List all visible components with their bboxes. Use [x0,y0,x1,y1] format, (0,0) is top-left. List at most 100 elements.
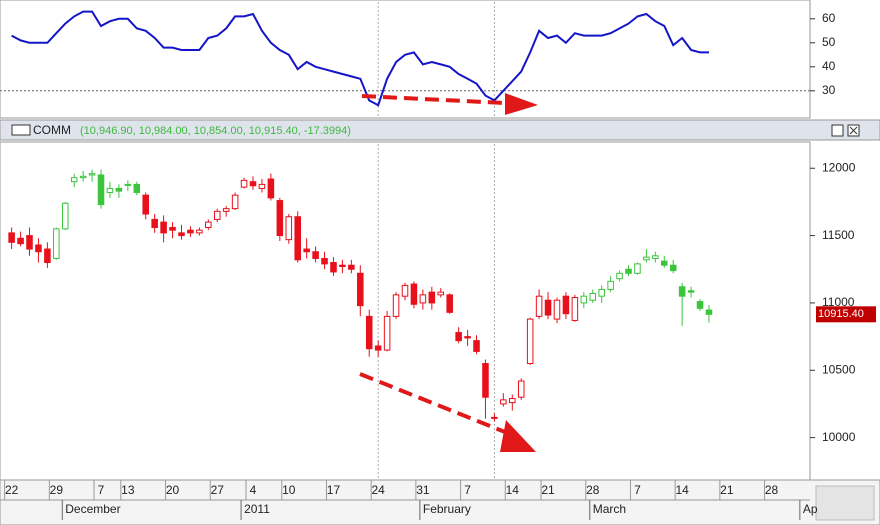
y-tick-label: 30 [822,83,836,97]
candle-body [231,194,239,210]
x-tick-label: 29 [50,483,64,497]
candle-body [240,179,248,188]
candle-body [473,340,480,352]
candle-body [517,380,525,398]
x-tick-label: 13 [121,483,135,497]
x-tick-label: 27 [211,483,225,497]
candle-body [160,221,167,234]
x-tick-label: 24 [371,483,385,497]
indicator-panel [0,0,811,119]
candle-body [705,309,713,315]
candle-body [44,248,51,264]
candle-body [196,229,203,234]
last-price-box [816,306,876,323]
candle-body [535,295,543,317]
candle-body [357,272,364,307]
candle-body [276,200,284,237]
candle-body [482,363,489,398]
x-tick-label: 4 [250,483,257,497]
panel-title: COMM [33,123,71,137]
y-tick-label: 40 [822,59,836,73]
candle-body [669,264,677,272]
month-label: 2011 [244,502,270,516]
month-label: February [423,502,471,516]
candle-body [687,290,695,293]
candle-body [625,268,632,274]
restore-button[interactable] [831,124,844,137]
candle-body [661,260,668,266]
y-tick-label: 11000 [822,295,855,309]
candle-body [106,187,114,193]
candle-body [79,175,87,179]
y-tick-label: 60 [822,11,836,25]
candle-body [678,286,686,297]
candle-body [312,251,319,259]
candle-body [35,244,42,253]
last-price-label: 10915.40 [818,308,864,320]
panel-icon [11,124,31,136]
candle-body [8,232,15,243]
candle-body [88,173,96,176]
candle-body [70,177,78,183]
candle-body [97,174,105,206]
y-tick-label: 10500 [822,362,856,376]
panel-header [0,119,880,141]
candle-body [249,181,257,187]
candle-body [428,291,436,304]
candle-body [464,336,471,339]
candle-body [17,237,24,245]
candle-body [222,208,230,212]
arrow-head [505,93,538,115]
scroll-box [815,485,875,521]
candle-body [115,187,123,192]
candle-body [419,294,427,304]
x-tick-label: 28 [586,483,600,497]
candle-body [401,284,409,297]
candle-body [383,315,391,351]
x-tick-label: 7 [98,483,105,497]
x-tick-label: 14 [675,483,689,497]
candle-body [437,291,445,296]
candle-body [491,416,498,419]
y-tick-label: 11500 [822,228,855,242]
candle-body [321,257,328,265]
candle-body [133,183,141,193]
indicator-line [11,10,709,107]
candle-body [303,248,310,253]
candle-body [509,398,516,404]
x-tick-label: 17 [327,483,341,497]
x-tick-label: 14 [506,483,520,497]
candle-body [187,229,194,234]
candle-body [294,216,301,261]
candle-body [178,232,185,237]
candle-body [652,255,659,259]
y-tick-label: 10000 [822,430,856,444]
candle-body [446,294,453,313]
candle-body [544,299,552,316]
candle-body [53,228,60,259]
divergence-arrow [359,372,506,434]
candle-body [607,280,614,290]
y-tick-label: 12000 [822,160,856,174]
candle-body [124,183,132,186]
candle-body [213,210,221,220]
candle-body [571,297,579,321]
arrow-head [500,420,536,452]
candle-body [169,227,176,231]
x-tick-label: 20 [166,483,180,497]
candle-body [526,318,534,365]
x-tick-label: 10 [282,483,296,497]
date-axis [0,479,880,525]
month-label: Ap [803,502,818,516]
candle-body [616,272,623,280]
candle-body [455,332,462,342]
month-label: December [65,502,120,516]
x-tick-label: 28 [765,483,779,497]
candle-body [374,345,382,351]
candle-body [500,399,507,405]
candle-body [696,301,704,309]
candle-body [26,235,33,250]
candle-body [61,202,69,230]
